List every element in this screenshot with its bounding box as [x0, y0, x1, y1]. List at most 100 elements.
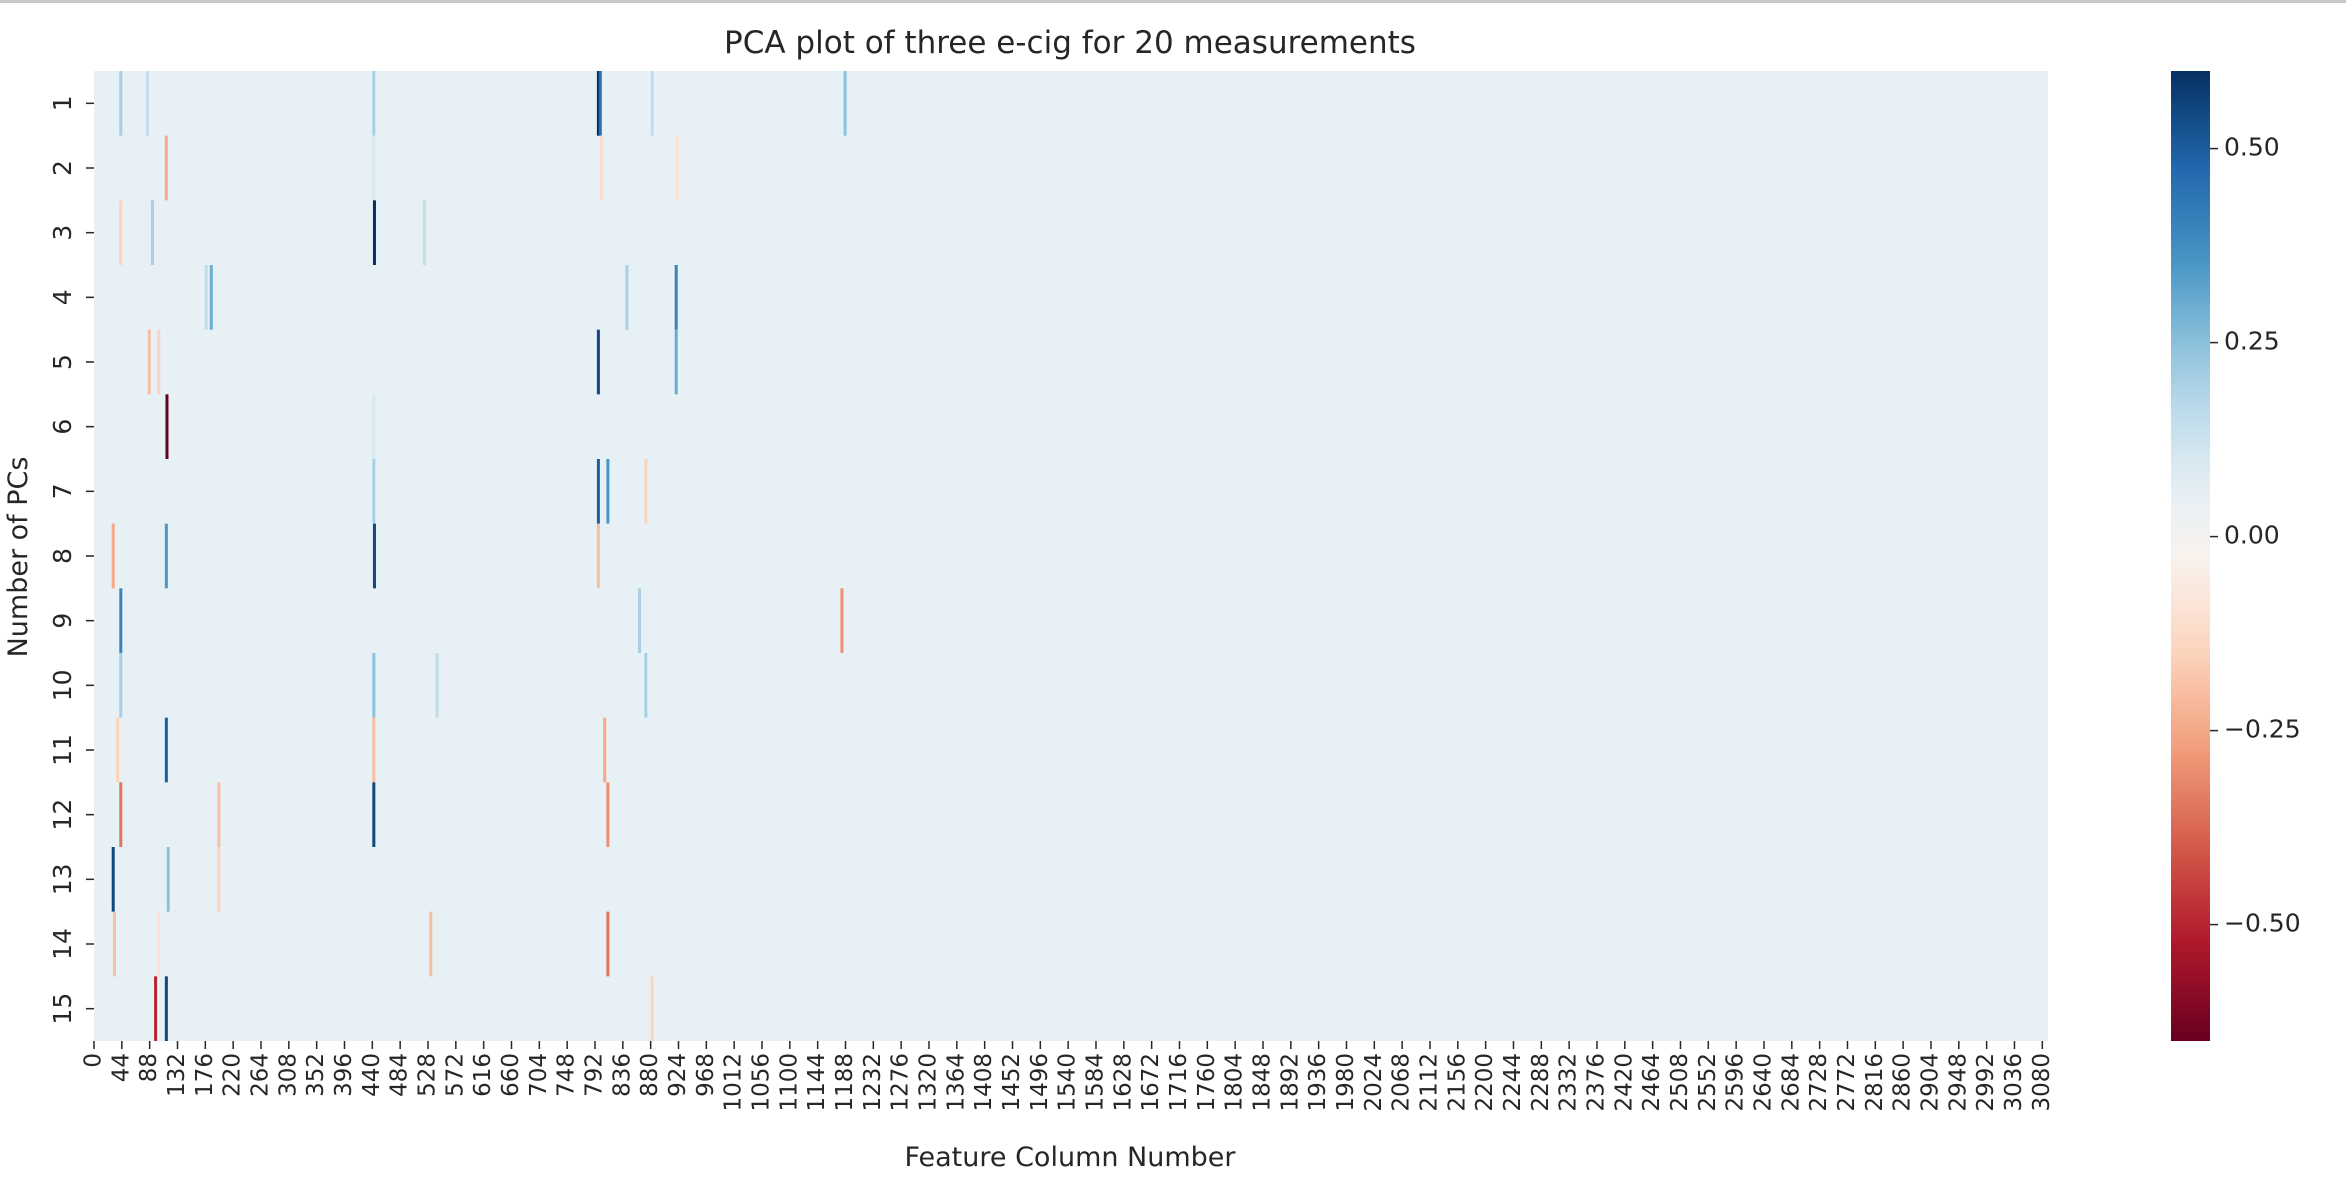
heatmap-cell [435, 653, 439, 718]
x-tick-label: 1100 [776, 1053, 802, 1112]
y-tick-label: 5 [48, 354, 77, 370]
x-tick-label: 2948 [1945, 1053, 1971, 1112]
y-tick-label: 6 [48, 419, 77, 435]
x-tick-label: 220 [220, 1053, 246, 1097]
heatmap-cell [150, 200, 154, 265]
heatmap-cell [119, 782, 123, 847]
x-tick-label: 1936 [1305, 1053, 1331, 1112]
colorbar-tick-label: −0.25 [2224, 715, 2301, 744]
x-tick-label: 1672 [1138, 1053, 1164, 1112]
x-tick-label: 1320 [915, 1053, 941, 1112]
heatmap-cell [119, 200, 123, 265]
colorbar-tick-label: 0.25 [2224, 327, 2280, 356]
x-tick-label: 1452 [999, 1053, 1025, 1112]
x-tick-label: 2244 [1500, 1053, 1526, 1112]
x-tick-label: 3080 [2029, 1053, 2055, 1112]
heatmap-cell [644, 653, 648, 718]
x-tick-label: 1056 [748, 1053, 774, 1112]
x-tick-label: 1628 [1110, 1053, 1136, 1112]
x-tick-label: 1188 [832, 1053, 858, 1112]
x-tick-label: 2068 [1389, 1053, 1415, 1112]
heatmap-cell [119, 71, 123, 136]
heatmap-cell [164, 135, 168, 201]
x-tick-label: 2816 [1862, 1053, 1888, 1112]
heatmap-cell [157, 329, 161, 395]
x-tick-label: 2200 [1472, 1053, 1498, 1112]
colorbar: 0.50 0.25 0.00 −0.25 −0.50 [2171, 71, 2301, 1041]
colorbar-gradient [2171, 71, 2210, 1041]
y-tick-label: 15 [48, 993, 77, 1025]
heatmap-cell [154, 976, 158, 1041]
window-top-border [0, 0, 2346, 3]
heatmap-cell [596, 329, 600, 395]
x-tick-label: 2684 [1778, 1053, 1804, 1112]
x-tick-label: 440 [359, 1053, 385, 1097]
x-tick-label: 660 [498, 1053, 524, 1097]
heatmap-cell [422, 200, 426, 265]
heatmap-cell [147, 329, 151, 395]
heatmap-cell [217, 782, 221, 847]
heatmap-cell [372, 135, 376, 201]
x-tick-label: 704 [526, 1053, 552, 1097]
heatmap-cell [145, 71, 149, 136]
x-tick-label: 176 [192, 1053, 218, 1097]
heatmap-cell [596, 71, 600, 136]
heatmap-cell [606, 911, 610, 977]
heatmap-cell [840, 588, 844, 653]
x-tick-label: 1364 [943, 1053, 969, 1112]
heatmap-cell [157, 911, 161, 977]
x-tick-label: 1408 [971, 1053, 997, 1112]
heatmap-cell [372, 200, 376, 265]
heatmap-cell [596, 459, 600, 524]
heatmap-cell [217, 847, 221, 912]
heatmap-cell [674, 329, 678, 395]
heatmap-cell [112, 911, 116, 977]
x-tick-label: 264 [247, 1053, 273, 1097]
colorbar-tick-label: 0.50 [2224, 133, 2280, 162]
x-tick-label: 880 [637, 1053, 663, 1097]
x-tick-label: 1540 [1055, 1053, 1081, 1112]
x-tick-label: 1232 [860, 1053, 886, 1112]
x-tick-label: 1980 [1333, 1053, 1359, 1112]
y-tick-label: 12 [48, 799, 77, 831]
x-tick-label: 2508 [1667, 1053, 1693, 1112]
heatmap-cell [429, 911, 433, 977]
x-tick-label: 2420 [1611, 1053, 1637, 1112]
x-tick-label: 1584 [1082, 1053, 1108, 1112]
x-tick-label: 572 [442, 1053, 468, 1097]
y-tick-label: 1 [48, 95, 77, 111]
heatmap-cell [372, 523, 376, 589]
heatmap-cell [600, 135, 604, 201]
x-tick-label: 2464 [1639, 1053, 1665, 1112]
heatmap-cell [372, 782, 376, 847]
x-tick-label: 1804 [1222, 1053, 1248, 1112]
heatmap-cell [119, 588, 123, 653]
heatmap-cell [625, 265, 629, 330]
x-tick-label: 968 [693, 1053, 719, 1097]
heatmap-cell [650, 71, 654, 136]
x-tick-label: 2904 [1917, 1053, 1943, 1112]
heatmap-cell [164, 717, 168, 783]
x-tick-label: 1012 [721, 1053, 747, 1112]
x-axis-label: Feature Column Number [904, 1142, 1236, 1173]
x-tick-label: 352 [303, 1053, 329, 1097]
heatmap-cell [372, 71, 376, 136]
heatmap-cell [603, 717, 607, 783]
heatmap-cell [111, 523, 115, 589]
x-tick-label: 2728 [1806, 1053, 1832, 1112]
x-tick-label: 2860 [1890, 1053, 1916, 1112]
y-tick-label: 4 [48, 289, 77, 305]
y-tick-label: 14 [48, 928, 77, 960]
heatmap-cell [204, 265, 208, 330]
x-tick-label: 2376 [1583, 1053, 1609, 1112]
x-tick-label: 3036 [2001, 1053, 2027, 1112]
heatmap-cell [606, 459, 610, 524]
x-tick-label: 1716 [1166, 1053, 1192, 1112]
heatmap-cell [606, 782, 610, 847]
x-tick-label: 528 [414, 1053, 440, 1097]
heatmap-cells [94, 71, 2048, 1041]
x-tick-label: 748 [554, 1053, 580, 1097]
heatmap-cell [644, 459, 648, 524]
x-tick-label: 792 [581, 1053, 607, 1097]
